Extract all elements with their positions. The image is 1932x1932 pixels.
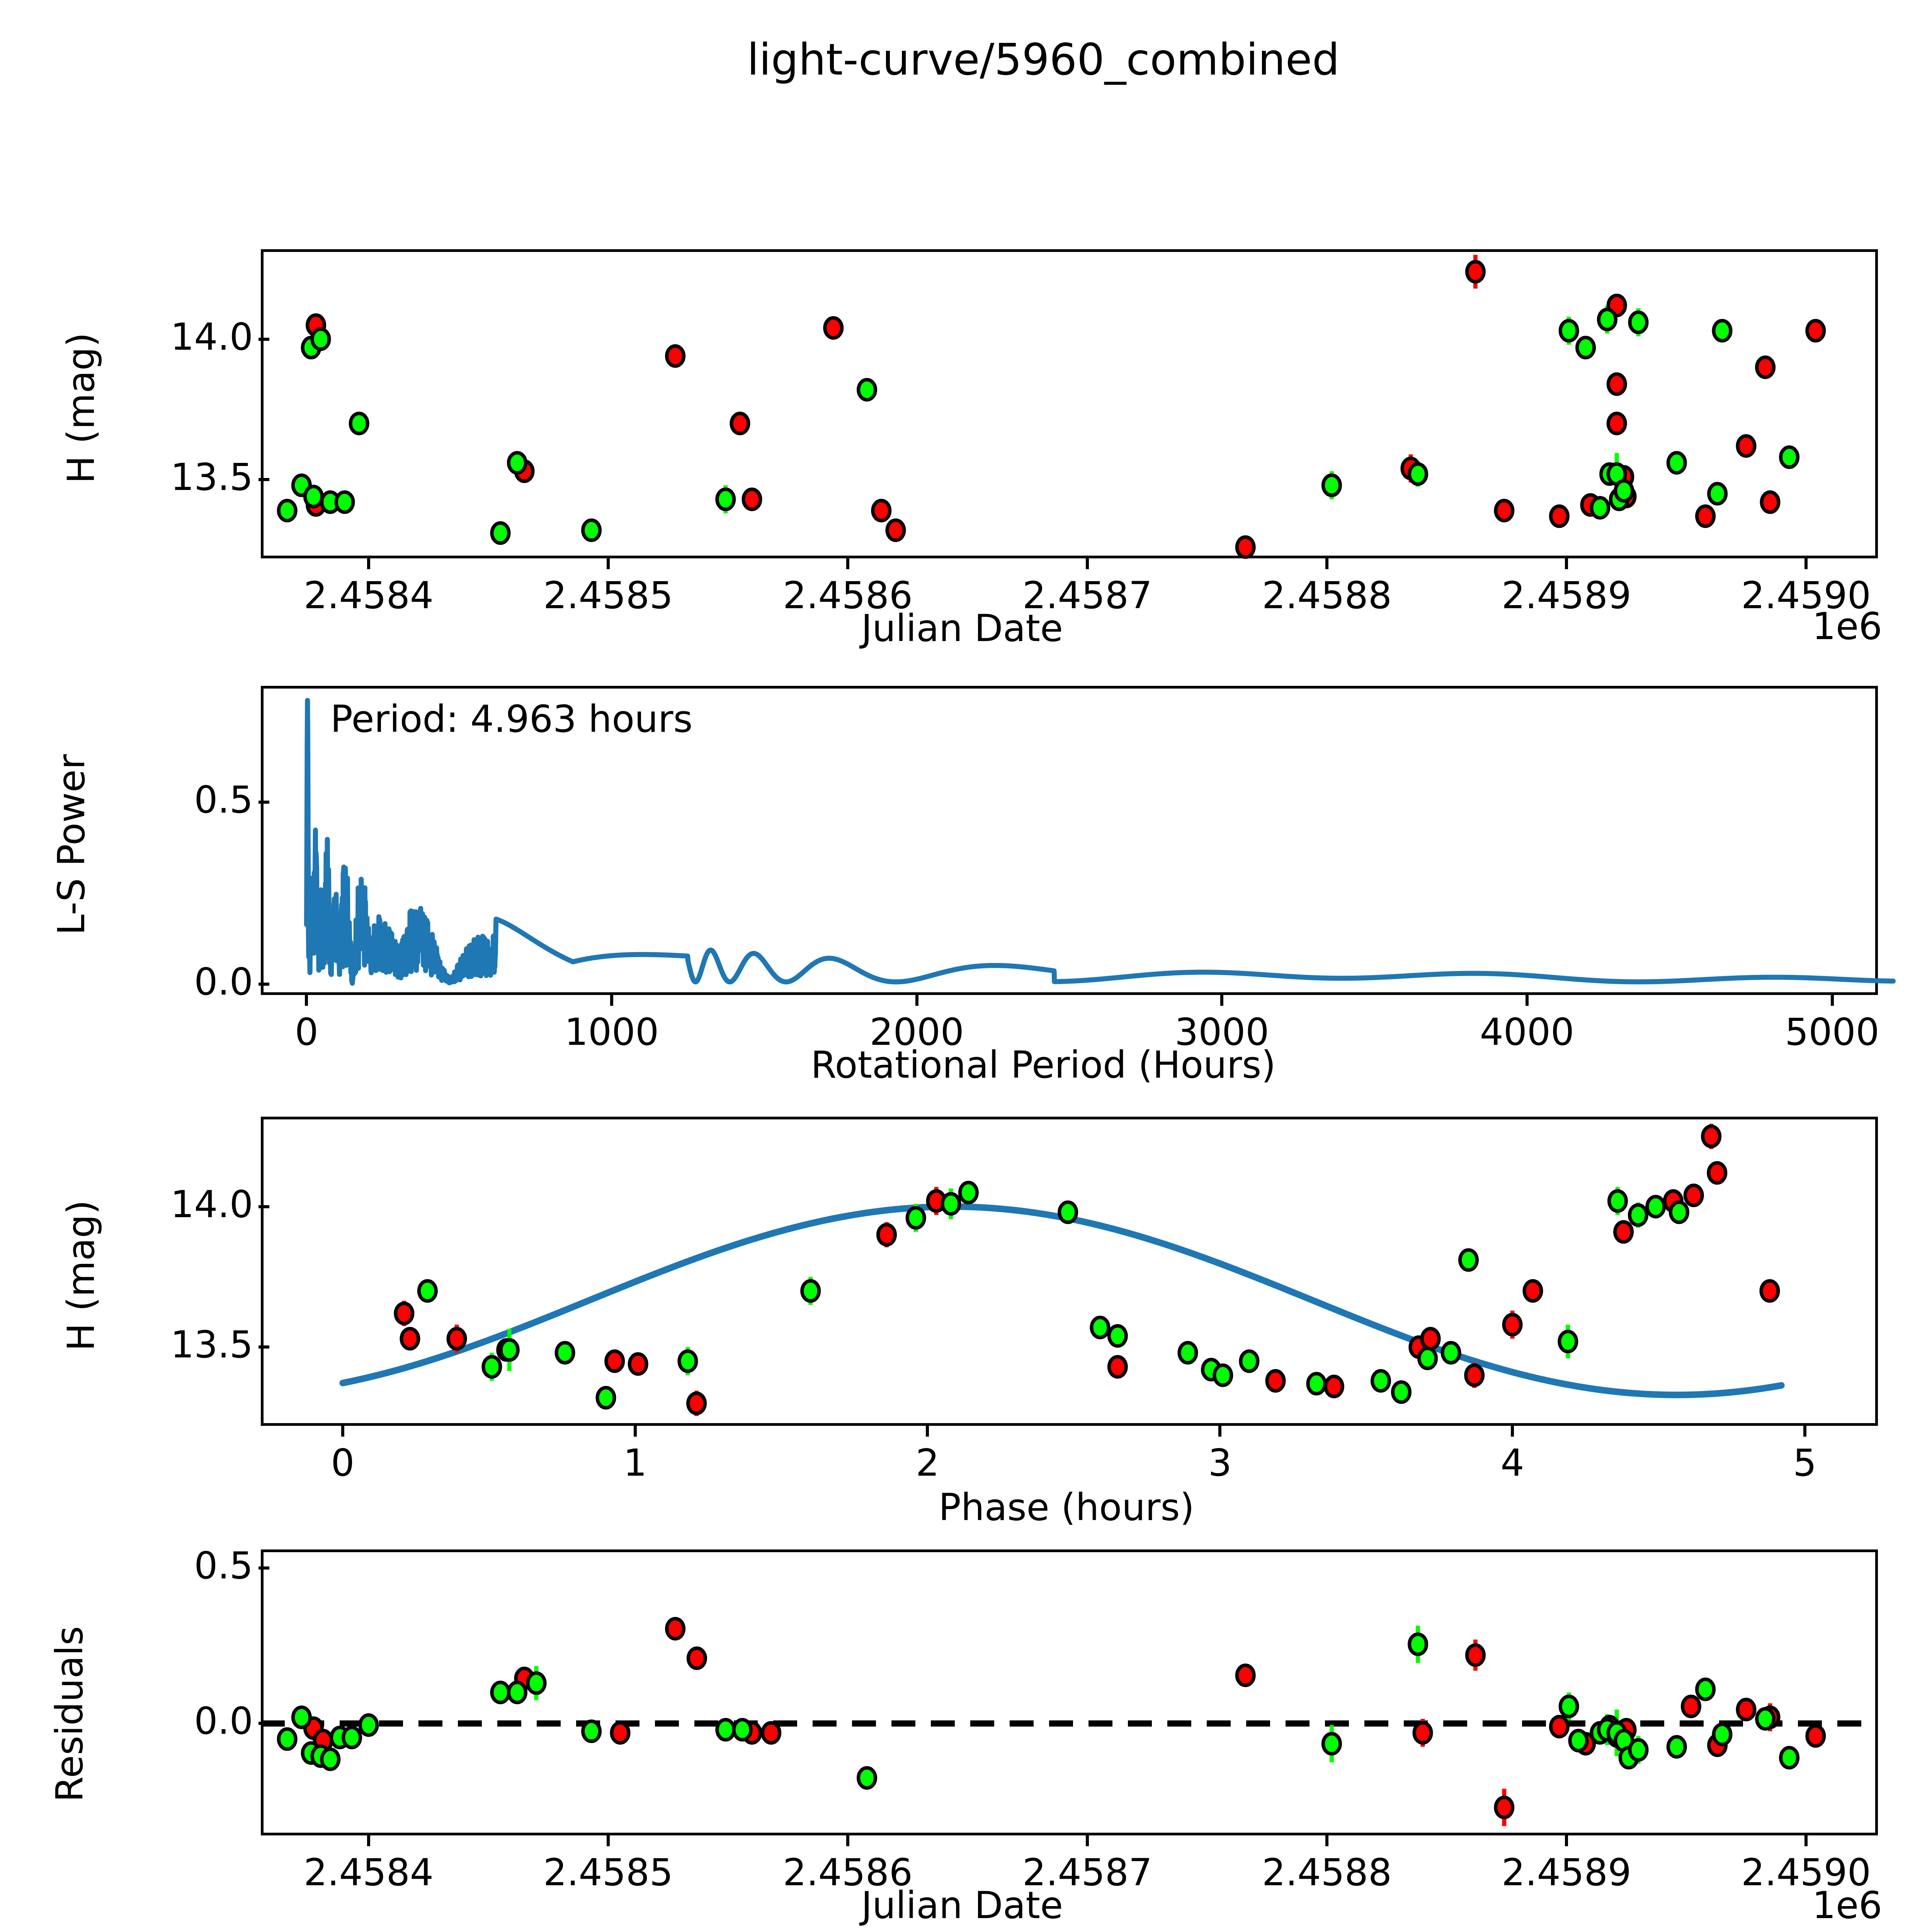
residuals-y-tick-mark — [259, 1566, 269, 1570]
residuals-x-tick-mark — [1565, 1835, 1568, 1846]
periodogram-x-tick-label: 1000 — [564, 1010, 659, 1054]
phase-folded-x-tick-label: 2 — [915, 1441, 939, 1485]
periodogram-x-tick-mark — [915, 995, 918, 1006]
residuals-y-axis-label: Residuals — [48, 1626, 91, 1802]
phase-folded-x-tick-mark — [1218, 1426, 1222, 1437]
residuals-plot-area — [261, 1617, 1878, 1826]
phase-folded-x-tick-mark — [1803, 1426, 1806, 1437]
residuals-y-tick-mark — [259, 1722, 269, 1725]
periodogram-x-tick-label: 4000 — [1480, 1010, 1575, 1054]
residuals-x-axis-label: Julian Date — [861, 1884, 1063, 1927]
light-curve-x-tick-label: 2.4586 — [783, 574, 913, 617]
period-annotation: Period: 4.963 hours — [330, 697, 693, 741]
residuals-x-tick-mark — [846, 1835, 849, 1846]
light-curve-y-tick-mark — [259, 337, 269, 341]
light-curve-x-tick-label: 2.4587 — [1022, 574, 1152, 617]
periodogram-x-tick-mark — [305, 995, 308, 1006]
light-curve-x-tick-label: 2.4588 — [1262, 574, 1392, 617]
light-curve-x-tick-mark — [846, 558, 849, 569]
residuals-x-tick-label: 2.4589 — [1502, 1851, 1631, 1894]
phase-folded-x-tick-label: 3 — [1208, 1441, 1232, 1485]
light-curve-x-offset-text: 1e6 — [1812, 605, 1883, 648]
light-curve-y-tick-label: 14.0 — [170, 315, 253, 359]
light-curve-x-tick-mark — [1086, 558, 1089, 569]
residuals-y-tick-label: 0.5 — [194, 1544, 253, 1588]
light-curve-x-tick-label: 2.4585 — [543, 574, 673, 617]
residuals-x-tick-mark — [1325, 1835, 1328, 1846]
light-curve-x-tick-mark — [1565, 558, 1568, 569]
phase-folded-y-tick-mark — [259, 1205, 269, 1208]
periodogram-x-tick-label: 2000 — [869, 1010, 964, 1054]
light-curve-x-tick-mark — [607, 558, 610, 569]
periodogram-plot-area — [304, 698, 1896, 986]
page-title: light-curve/5960_combined — [747, 35, 1340, 85]
periodogram-x-tick-label: 3000 — [1175, 1010, 1269, 1054]
residuals-x-tick-label: 2.4590 — [1741, 1851, 1871, 1894]
panel-periodogram — [261, 686, 1896, 995]
phase-folded-x-tick-mark — [926, 1426, 929, 1437]
phase-folded-y-tick-label: 14.0 — [170, 1182, 253, 1226]
residuals-x-tick-label: 2.4586 — [783, 1851, 913, 1894]
periodogram-x-tick-mark — [610, 995, 614, 1006]
periodogram-y-tick-mark — [259, 982, 269, 986]
periodogram-y-tick-label: 0.5 — [194, 778, 253, 822]
light-curve-x-tick-mark — [1325, 558, 1328, 569]
phase-folded-y-tick-mark — [259, 1345, 269, 1349]
residuals-x-tick-label: 2.4585 — [543, 1851, 673, 1894]
phase-folded-x-axis-label: Phase (hours) — [939, 1486, 1194, 1529]
periodogram-x-tick-mark — [1525, 995, 1529, 1006]
light-curve-plot-area — [277, 255, 1826, 559]
periodogram-y-tick-label: 0.0 — [194, 960, 253, 1003]
residuals-x-tick-mark — [367, 1835, 370, 1846]
phase-folded-x-tick-label: 5 — [1793, 1441, 1817, 1485]
light-curve-x-axis-label: Julian Date — [861, 607, 1063, 650]
phase-folded-x-tick-mark — [1511, 1426, 1514, 1437]
residuals-x-tick-label: 2.4584 — [304, 1851, 434, 1894]
phase-folded-x-tick-label: 1 — [623, 1441, 647, 1485]
periodogram-x-tick-mark — [1220, 995, 1224, 1006]
residuals-y-tick-label: 0.0 — [194, 1699, 253, 1743]
panel-border — [261, 686, 1878, 995]
residuals-x-tick-mark — [1086, 1835, 1089, 1846]
periodogram-y-axis-label: L-S Power — [50, 754, 93, 935]
light-curve-y-axis-label: H (mag) — [60, 332, 103, 484]
phase-folded-x-tick-mark — [633, 1426, 637, 1437]
periodogram-x-axis-label: Rotational Period (Hours) — [811, 1043, 1276, 1087]
panel-light-curve — [261, 249, 1878, 559]
light-curve-x-tick-mark — [1804, 558, 1808, 569]
residuals-x-offset-text: 1e6 — [1812, 1884, 1883, 1927]
panel-border — [261, 1117, 1878, 1426]
periodogram-x-tick-mark — [1830, 995, 1834, 1006]
phase-folded-plot-area — [339, 1124, 1785, 1416]
light-curve-x-tick-label: 2.4584 — [304, 574, 434, 617]
residuals-x-tick-mark — [607, 1835, 610, 1846]
phase-folded-x-tick-label: 4 — [1500, 1441, 1524, 1485]
phase-folded-y-axis-label: H (mag) — [60, 1200, 103, 1351]
phase-folded-x-tick-label: 0 — [331, 1441, 355, 1485]
panel-residuals — [261, 1549, 1878, 1835]
residuals-x-tick-label: 2.4588 — [1262, 1851, 1392, 1894]
light-curve-x-tick-mark — [367, 558, 370, 569]
light-curve-y-tick-mark — [259, 478, 269, 481]
phase-folded-x-tick-mark — [341, 1426, 344, 1437]
light-curve-x-tick-label: 2.4589 — [1502, 574, 1631, 617]
light-curve-x-tick-label: 2.4590 — [1741, 574, 1871, 617]
periodogram-x-tick-label: 0 — [294, 1010, 318, 1054]
panel-phase-folded — [261, 1117, 1878, 1426]
residuals-x-tick-mark — [1804, 1835, 1808, 1846]
phase-folded-y-tick-label: 13.5 — [170, 1323, 253, 1367]
residuals-x-tick-label: 2.4587 — [1022, 1851, 1152, 1894]
light-curve-y-tick-label: 13.5 — [170, 456, 253, 499]
periodogram-x-tick-label: 5000 — [1785, 1010, 1879, 1054]
periodogram-y-tick-mark — [259, 801, 269, 804]
